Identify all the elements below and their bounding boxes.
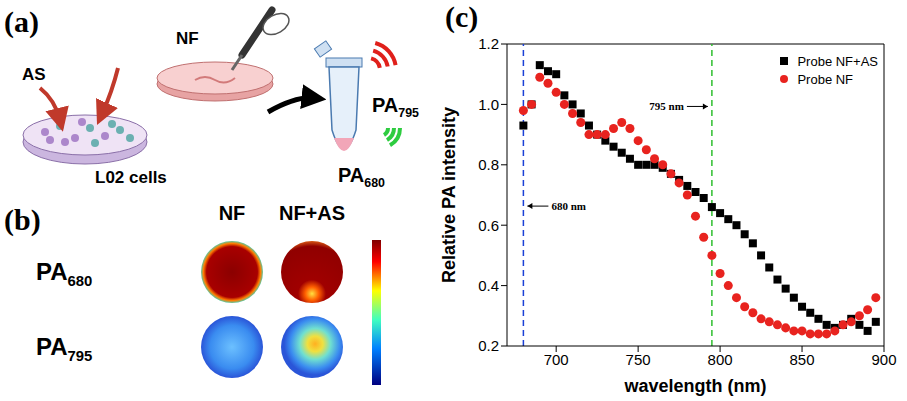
- svg-text:PA680: PA680: [36, 258, 92, 289]
- html-text:Probe NF: Probe NF: [797, 71, 854, 87]
- html-text:Probe NF+AS: Probe NF+AS: [797, 53, 878, 69]
- svg-text:0.6: 0.6: [478, 217, 499, 234]
- svg-text:NF: NF: [219, 202, 246, 224]
- svg-text:PA680: PA680: [338, 164, 385, 190]
- svg-text:1.0: 1.0: [478, 96, 499, 113]
- svg-text:795 nm: 795 nm: [649, 100, 684, 112]
- svg-text:(b): (b): [4, 203, 41, 237]
- svg-text:NF+AS: NF+AS: [279, 202, 345, 224]
- svg-text:PA795: PA795: [36, 333, 92, 364]
- svg-text:Relative PA intensity: Relative PA intensity: [440, 107, 459, 283]
- svg-text:0.2: 0.2: [478, 337, 499, 354]
- svg-text:L02 cells: L02 cells: [95, 168, 167, 187]
- svg-text:NF: NF: [176, 29, 199, 48]
- svg-text:850: 850: [790, 351, 815, 368]
- svg-text:0.8: 0.8: [478, 156, 499, 173]
- svg-text:wavelength (nm): wavelength (nm): [623, 376, 766, 396]
- svg-text:(a): (a): [4, 5, 39, 39]
- html-text:(c): (c): [445, 0, 479, 33]
- svg-text:1.2: 1.2: [478, 35, 499, 52]
- svg-text:AS: AS: [22, 65, 46, 84]
- svg-text:700: 700: [544, 351, 569, 368]
- svg-text:800: 800: [708, 351, 733, 368]
- svg-text:0.4: 0.4: [478, 277, 499, 294]
- svg-text:750: 750: [626, 351, 651, 368]
- svg-text:PA795: PA795: [372, 94, 419, 120]
- svg-text:680 nm: 680 nm: [551, 200, 586, 212]
- svg-text:900: 900: [871, 351, 896, 368]
